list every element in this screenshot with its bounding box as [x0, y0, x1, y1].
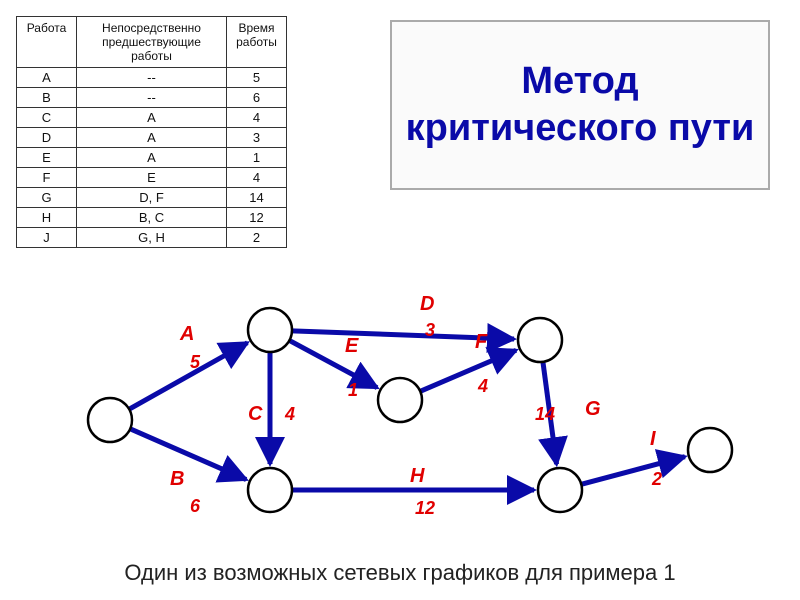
edge-weight-C: 4 [284, 404, 295, 424]
table-header-pred: Непосредственно предшествующие работы [77, 17, 227, 68]
edge-label-F: F [475, 331, 488, 353]
edge-label-G: G [585, 398, 601, 420]
edge-A [129, 343, 247, 409]
node-n6 [538, 468, 582, 512]
table-cell-time: 12 [227, 208, 287, 228]
table-cell-pred: G, H [77, 228, 227, 248]
table-cell-pred: E [77, 168, 227, 188]
edge-weight-G: 14 [535, 404, 555, 424]
edge-weight-A: 5 [190, 352, 201, 372]
edge-label-A: A [179, 323, 194, 345]
edge-weight-F: 4 [477, 376, 488, 396]
table-row: DA3 [17, 128, 287, 148]
edge-label-H: H [410, 465, 425, 487]
node-n2 [248, 308, 292, 352]
edge-weight-D: 3 [425, 320, 435, 340]
edge-weight-I: 2 [651, 469, 662, 489]
table-cell-pred: -- [77, 68, 227, 88]
table-header-work: Работа [17, 17, 77, 68]
edge-B [130, 429, 246, 480]
network-diagram: A 5 B6 C 4 D 3 E 1 F 4 G 14 H 12 I 2 [70, 290, 750, 540]
table-cell-work: A [17, 68, 77, 88]
edge-I [581, 457, 685, 485]
table-cell-work: J [17, 228, 77, 248]
table-row: EA1 [17, 148, 287, 168]
edge-weight-H: 12 [415, 498, 435, 518]
table-cell-work: D [17, 128, 77, 148]
table-cell-pred: A [77, 108, 227, 128]
table-cell-work: H [17, 208, 77, 228]
node-n3 [248, 468, 292, 512]
node-n5 [518, 318, 562, 362]
table-row: B--6 [17, 88, 287, 108]
table-cell-pred: A [77, 128, 227, 148]
table-cell-time: 6 [227, 88, 287, 108]
caption: Один из возможных сетевых графиков для п… [0, 560, 800, 586]
table-cell-pred: D, F [77, 188, 227, 208]
edge-label-I: I [650, 428, 656, 450]
edge-F [420, 350, 516, 391]
table-cell-work: C [17, 108, 77, 128]
activities-table: Работа Непосредственно предшествующие ра… [16, 16, 287, 248]
title-text: Метод критического пути [392, 58, 768, 153]
table-row: FE4 [17, 168, 287, 188]
edge-label-D: D [420, 293, 434, 315]
table-cell-time: 14 [227, 188, 287, 208]
table-cell-work: F [17, 168, 77, 188]
table-row: GD, F14 [17, 188, 287, 208]
table-cell-work: B [17, 88, 77, 108]
table-cell-work: G [17, 188, 77, 208]
edge-label-C: C [248, 403, 263, 425]
table-cell-time: 1 [227, 148, 287, 168]
table-header-time: Время работы [227, 17, 287, 68]
node-n1 [88, 398, 132, 442]
edge-label-E: E [345, 335, 359, 357]
title-box: Метод критического пути [390, 20, 770, 190]
table-cell-time: 4 [227, 108, 287, 128]
edge-weight-E: 1 [348, 380, 358, 400]
table-cell-time: 2 [227, 228, 287, 248]
table-cell-time: 4 [227, 168, 287, 188]
node-n4 [378, 378, 422, 422]
table-row: HB, C12 [17, 208, 287, 228]
table-row: CA4 [17, 108, 287, 128]
table-row: JG, H2 [17, 228, 287, 248]
edge-weight-B: 6 [190, 496, 201, 516]
edge-E [289, 340, 377, 387]
table-cell-time: 5 [227, 68, 287, 88]
table-cell-pred: A [77, 148, 227, 168]
table-cell-work: E [17, 148, 77, 168]
table-cell-pred: -- [77, 88, 227, 108]
table-cell-pred: B, C [77, 208, 227, 228]
table-row: A--5 [17, 68, 287, 88]
table-cell-time: 3 [227, 128, 287, 148]
node-n7 [688, 428, 732, 472]
edge-label-B: B [170, 468, 184, 490]
